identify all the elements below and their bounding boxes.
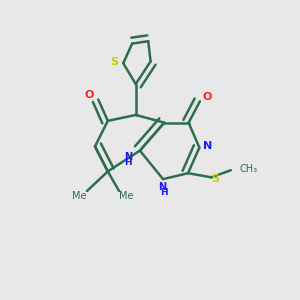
Text: N: N bbox=[203, 141, 212, 152]
Text: S: S bbox=[212, 174, 219, 184]
Text: H: H bbox=[124, 158, 132, 167]
Text: CH₃: CH₃ bbox=[239, 164, 257, 174]
Text: O: O bbox=[203, 92, 212, 102]
Text: S: S bbox=[110, 57, 118, 67]
Text: O: O bbox=[85, 90, 94, 100]
Text: H: H bbox=[160, 188, 168, 197]
Text: Me: Me bbox=[72, 191, 87, 201]
Text: Me: Me bbox=[119, 191, 134, 201]
Text: N: N bbox=[124, 152, 132, 162]
Text: N: N bbox=[158, 182, 166, 193]
